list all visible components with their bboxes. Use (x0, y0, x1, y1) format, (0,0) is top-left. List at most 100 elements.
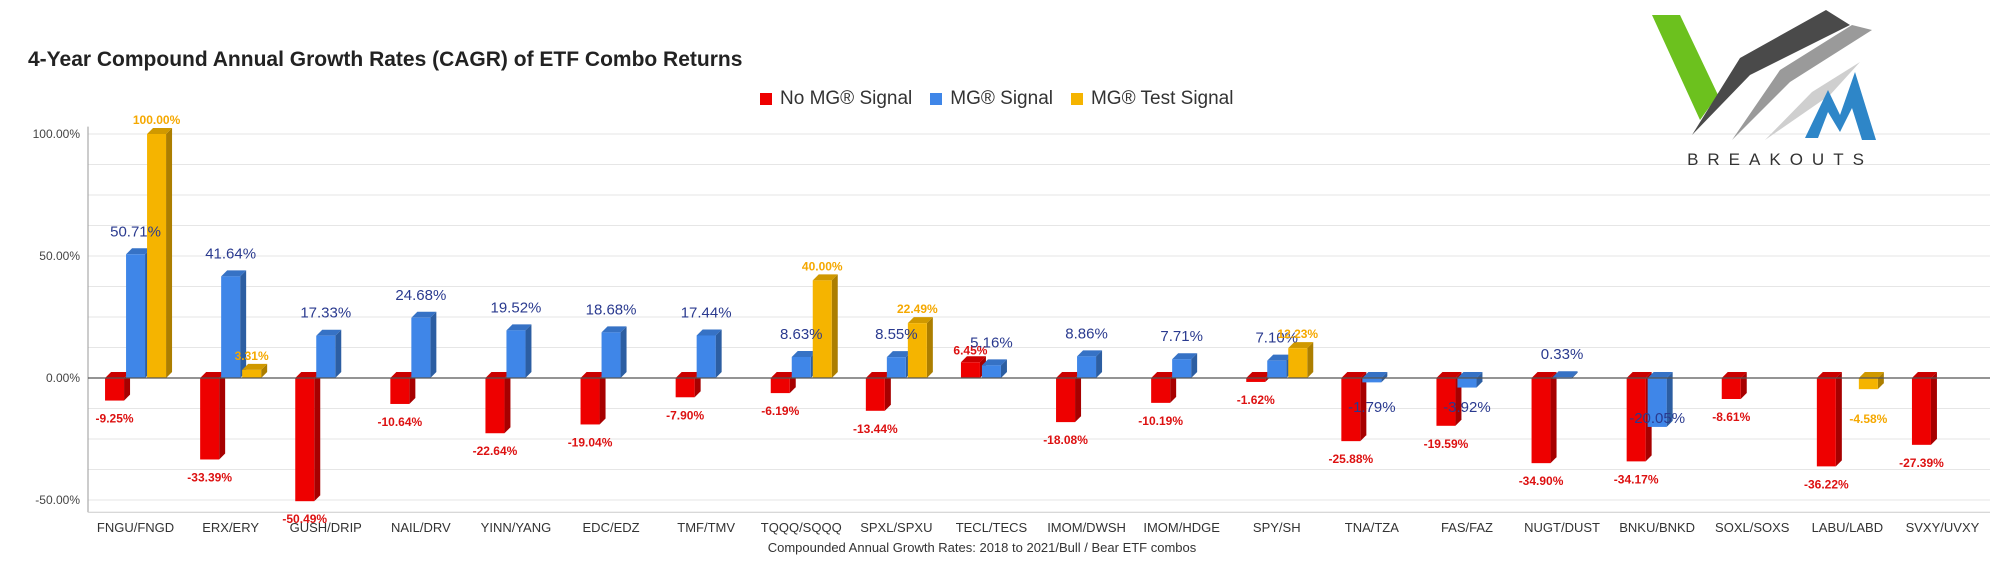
bar (1151, 378, 1171, 403)
bar-top (907, 317, 933, 324)
bar-top (1816, 372, 1842, 378)
bar-top (242, 363, 268, 370)
data-label: -27.39% (1899, 456, 1944, 470)
bar (960, 362, 980, 378)
data-label: -34.90% (1519, 474, 1564, 488)
legend-label-mg: MG® Signal (950, 88, 1053, 109)
x-tick-label: EDC/EDZ (583, 520, 640, 535)
data-label: -10.19% (1138, 414, 1183, 428)
data-label: -33.39% (187, 470, 232, 484)
bar-side (1666, 372, 1673, 427)
x-tick-label: YINN/YANG (481, 520, 552, 535)
bar-side (504, 372, 511, 434)
bar (791, 356, 811, 378)
data-label: -4.58% (1849, 412, 1887, 426)
bar-side (124, 372, 131, 401)
bar (1816, 378, 1836, 467)
bar (1626, 378, 1646, 462)
bar-top (316, 329, 342, 336)
bar-top (960, 356, 986, 363)
bar-side (240, 270, 247, 378)
bar-top (1721, 372, 1747, 378)
bar (886, 357, 906, 378)
bar (1341, 378, 1361, 442)
bar-side (1571, 371, 1578, 379)
x-tick-label: TMF/TMV (677, 520, 735, 535)
legend: No MG® Signal MG® Signal MG® Test Signal (760, 88, 1233, 110)
data-label: 50.71% (110, 223, 161, 240)
x-tick-label: ERX/ERY (202, 520, 259, 535)
bar (1172, 359, 1192, 378)
data-label: 7.71% (1160, 328, 1203, 345)
data-label: 8.55% (875, 326, 918, 343)
bar-side (335, 329, 342, 378)
data-label: -1.79% (1348, 399, 1396, 416)
bar-top (1172, 353, 1198, 360)
data-label: 6.45% (953, 343, 987, 357)
bar-top (580, 372, 606, 378)
bar (1531, 378, 1551, 464)
data-label: 8.86% (1065, 325, 1108, 342)
data-label: 18.68% (586, 301, 637, 318)
bar-top (1647, 372, 1673, 378)
y-tick-label: 100.00% (33, 127, 81, 141)
bar-side (314, 372, 321, 502)
x-tick-label: IMOM/DWSH (1047, 520, 1126, 535)
bar (295, 378, 315, 502)
bar-side (1381, 372, 1388, 383)
x-tick-label: NAIL/DRV (391, 520, 451, 535)
data-label: 8.63% (780, 326, 823, 343)
data-label: -10.64% (377, 415, 422, 429)
bar-top (886, 351, 912, 358)
legend-item-mg[interactable]: MG® Signal (930, 88, 1053, 110)
bar-top (1246, 372, 1272, 378)
chart-title: 4-Year Compound Annual Growth Rates (CAG… (28, 48, 743, 71)
bar (200, 378, 220, 460)
bar (1911, 378, 1931, 445)
x-tick-label: FAS/FAZ (1441, 520, 1493, 535)
bar (1647, 378, 1667, 427)
bar-top (1151, 372, 1177, 378)
data-label: 5.16% (970, 334, 1013, 351)
logo-text: BREAKOUTS (1687, 150, 1873, 169)
y-tick-label: 0.00% (46, 371, 80, 385)
bar (1077, 356, 1097, 378)
bar-top (1267, 354, 1293, 361)
x-tick-label: NUGT/DUST (1524, 520, 1600, 535)
legend-item-mg-test[interactable]: MG® Test Signal (1070, 88, 1234, 110)
bar-top (1552, 371, 1578, 378)
bar-side (1877, 372, 1884, 390)
bar-side (409, 372, 416, 404)
bar-side (620, 326, 627, 378)
bar-side (1191, 353, 1198, 378)
x-tick-label: GUSH/DRIP (290, 520, 362, 535)
bar (675, 378, 695, 398)
bar-top (791, 350, 817, 357)
bar-top (126, 248, 152, 255)
bar-side (1740, 372, 1747, 400)
bar-top (675, 372, 701, 378)
bar-top (147, 128, 173, 134)
x-tick-label: TNA/TZA (1345, 520, 1399, 535)
bar-top (200, 372, 226, 378)
data-label: 3.31% (235, 349, 269, 363)
bar-side (599, 372, 606, 425)
data-label: -7.90% (666, 408, 704, 422)
bar-side (430, 311, 437, 378)
bar-side (926, 317, 933, 378)
x-tick-label: TECL/TECS (956, 520, 1028, 535)
bar (390, 378, 410, 404)
data-label: -22.64% (473, 444, 518, 458)
bar-side (219, 372, 226, 460)
bar-top (1341, 372, 1367, 378)
bar (221, 276, 241, 378)
x-tick-label: BNKU/BNKD (1619, 520, 1695, 535)
bar (242, 369, 262, 378)
data-label: 40.00% (802, 259, 843, 273)
legend-label-mg-test: MG® Test Signal (1090, 88, 1234, 109)
data-label: 17.33% (300, 305, 351, 322)
data-label: -8.61% (1712, 410, 1750, 424)
legend-item-no-mg[interactable]: No MG® Signal (760, 88, 912, 110)
data-label: 41.64% (205, 245, 256, 262)
